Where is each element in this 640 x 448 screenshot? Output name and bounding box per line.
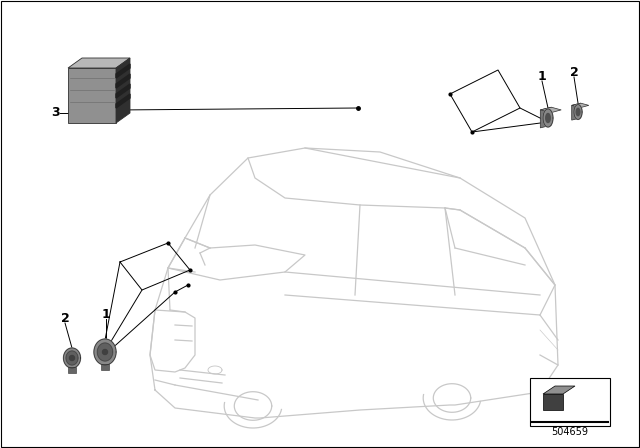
Polygon shape [116, 64, 130, 78]
Polygon shape [66, 351, 78, 365]
Polygon shape [572, 103, 589, 108]
Polygon shape [68, 58, 130, 68]
Polygon shape [540, 107, 561, 112]
Polygon shape [116, 94, 130, 108]
Polygon shape [102, 349, 108, 354]
Text: 1: 1 [538, 69, 547, 82]
Bar [530, 378, 610, 426]
Bar [68, 367, 76, 373]
Polygon shape [63, 348, 81, 368]
Polygon shape [546, 113, 550, 122]
Text: 1: 1 [102, 307, 110, 320]
Polygon shape [543, 109, 553, 127]
Bar [101, 364, 109, 370]
Text: 504659: 504659 [552, 427, 589, 437]
Polygon shape [68, 68, 116, 123]
Text: 2: 2 [61, 311, 69, 324]
Polygon shape [116, 84, 130, 98]
Polygon shape [116, 74, 130, 88]
Polygon shape [97, 343, 113, 361]
Text: 2: 2 [570, 65, 579, 78]
Polygon shape [70, 356, 74, 361]
Polygon shape [574, 105, 582, 119]
Polygon shape [94, 339, 116, 365]
Polygon shape [576, 108, 580, 116]
Polygon shape [572, 103, 580, 120]
Polygon shape [540, 107, 551, 128]
Polygon shape [543, 386, 575, 394]
Polygon shape [116, 58, 130, 123]
Text: 3: 3 [51, 107, 60, 120]
Polygon shape [543, 394, 563, 410]
